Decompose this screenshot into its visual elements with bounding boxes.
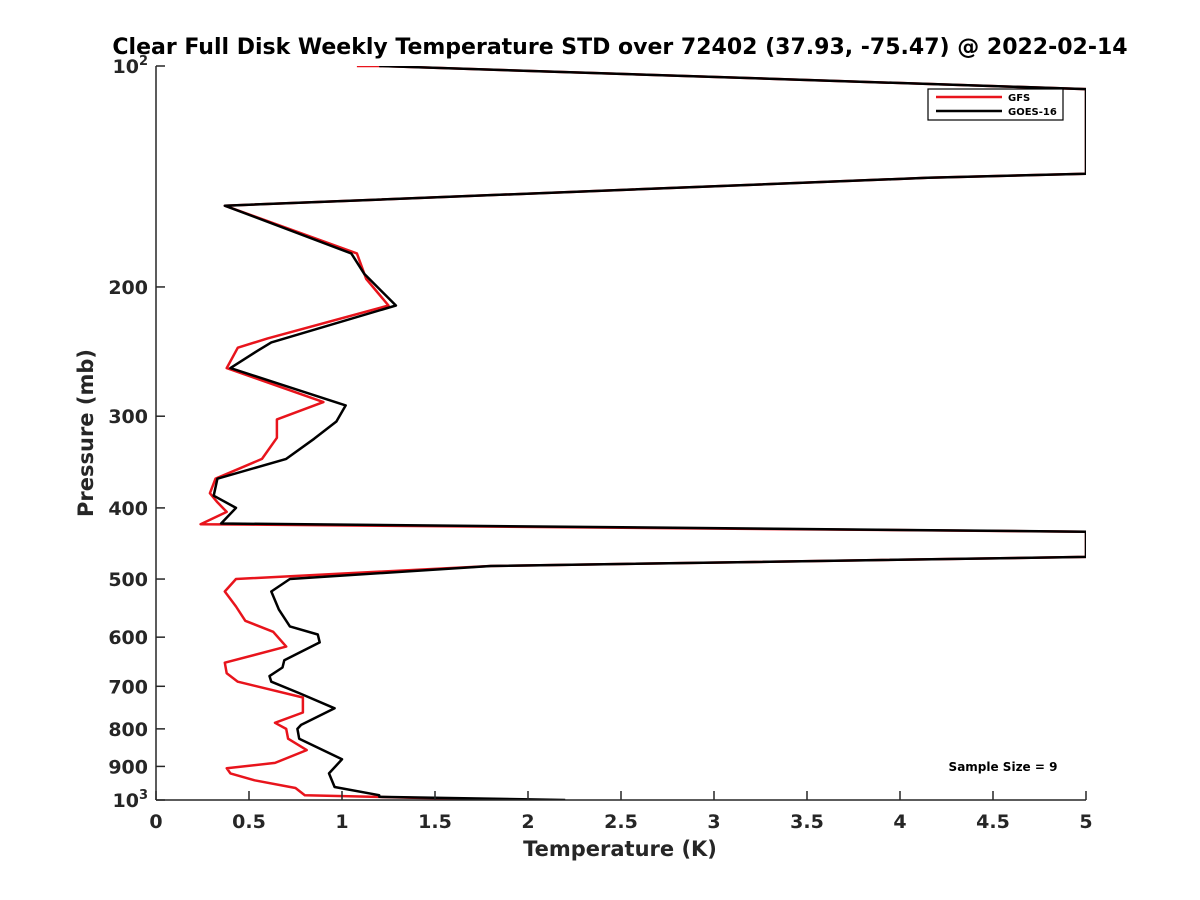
legend-entry-label: GOES-16 <box>1008 107 1057 118</box>
sample-size-annotation: Sample Size = 9 <box>949 760 1058 774</box>
x-tick-label: 0.5 <box>232 811 266 833</box>
legend-entry-label: GFS <box>1008 93 1030 104</box>
plot-series <box>199 66 1086 800</box>
x-tick-label: 2 <box>521 811 534 833</box>
x-tick-label: 4.5 <box>976 811 1010 833</box>
x-tick-label: 3 <box>707 811 720 833</box>
x-tick-label: 3.5 <box>790 811 824 833</box>
x-tick-label: 0 <box>149 811 162 833</box>
x-tick-label: 1.5 <box>418 811 452 833</box>
series-line-goes-16 <box>212 66 1086 800</box>
y-tick-label: 102 <box>113 54 149 78</box>
x-tick-label: 5 <box>1079 811 1092 833</box>
chart-title: Clear Full Disk Weekly Temperature STD o… <box>112 35 1127 60</box>
y-tick-label: 600 <box>108 627 148 649</box>
y-tick-label: 200 <box>108 277 148 299</box>
axes: 0 0.5 1 1.5 2 2.5 3 3.5 4 4.5 5 102 200 300 400 500 600 7… <box>108 54 1092 833</box>
y-tick-label: 700 <box>108 676 148 698</box>
x-tick-label: 1 <box>335 811 348 833</box>
y-tick-label: 400 <box>108 498 148 520</box>
y-tick-label: 103 <box>113 788 149 812</box>
legend: GFS GOES-16 <box>927 88 1064 121</box>
y-tick-label: 900 <box>108 756 148 778</box>
x-tick-label: 2.5 <box>604 811 638 833</box>
legend-box <box>927 88 1064 121</box>
x-axis-label: Temperature (K) <box>523 837 717 861</box>
y-tick-label: 800 <box>108 719 148 741</box>
y-tick-label: 500 <box>108 569 148 591</box>
y-axis-label: Pressure (mb) <box>74 349 98 517</box>
y-tick-label: 300 <box>108 406 148 428</box>
x-tick-label: 4 <box>893 811 906 833</box>
